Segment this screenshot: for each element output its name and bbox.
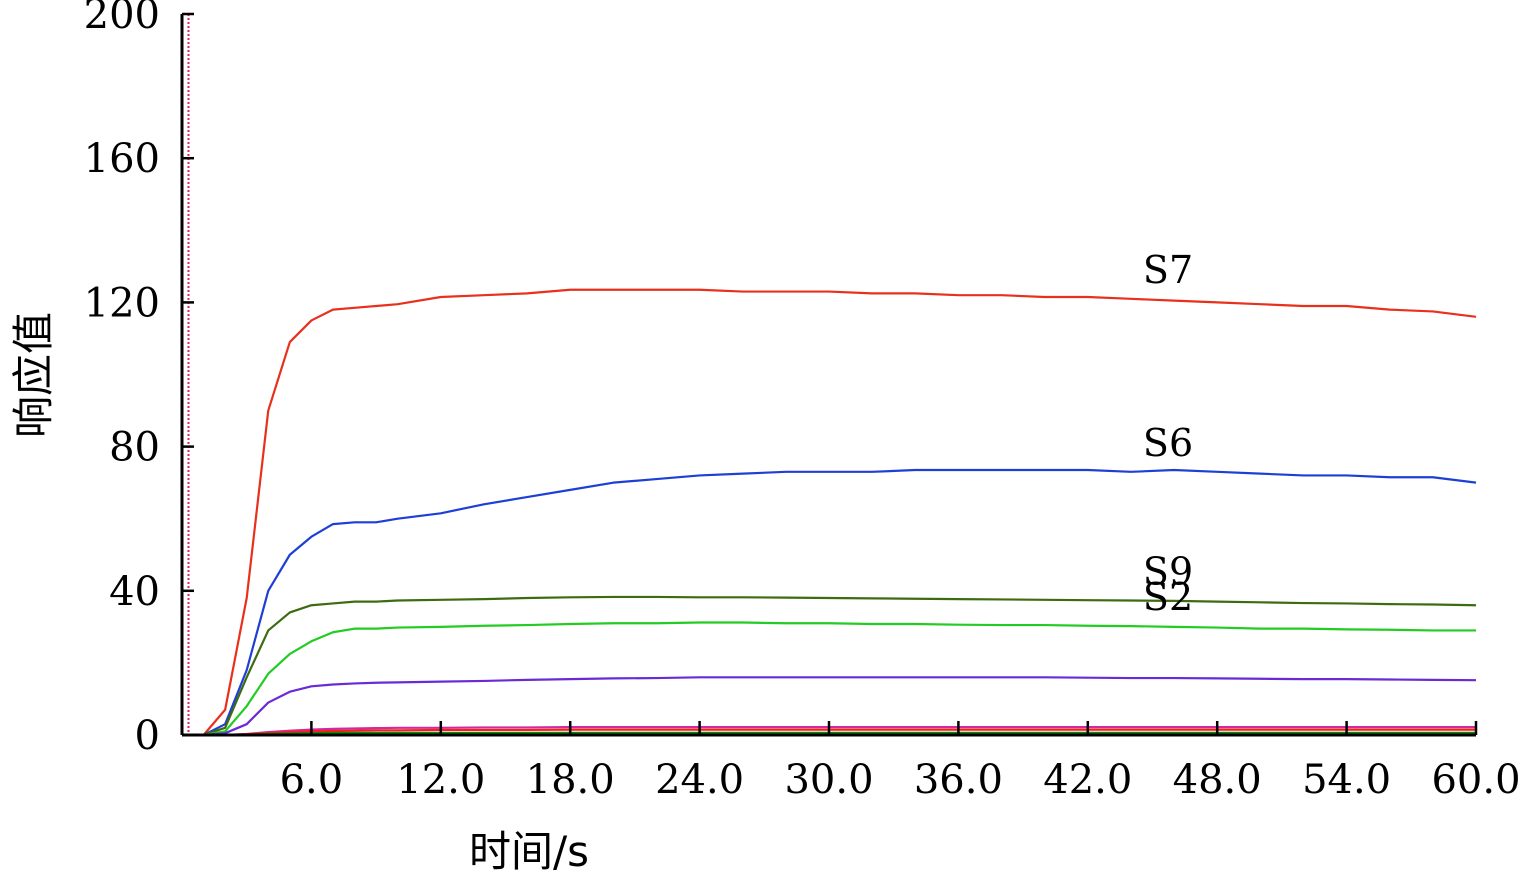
series-line-5 [182,676,1477,737]
series-line-s9 [182,595,1477,737]
x-tick-label: 24.0 [655,757,744,803]
series-line-8 [182,731,1476,737]
series-line-s6 [182,468,1477,737]
series-label-s9: S9 [1143,550,1193,594]
y-tick-label: 120 [84,280,160,326]
series-line-s7 [182,288,1477,737]
x-tick-label: 12.0 [396,757,485,803]
series-line-s2 [182,621,1476,737]
chart-axes: 0 40 80 120 160 200 6.0 12.0 18.0 24.0 30.0 36.0 42.… [84,0,1520,803]
y-tick-label: 200 [84,0,160,38]
x-tick-label: 48.0 [1173,757,1262,803]
x-tick-label: 54.0 [1302,757,1391,803]
x-tick-label: 42.0 [1043,757,1132,803]
y-tick-label: 160 [84,136,160,182]
x-tick-label: 30.0 [784,757,873,803]
x-tick-label: 18.0 [526,757,615,803]
x-tick-label: 6.0 [280,757,344,803]
series-label-s6: S6 [1143,421,1193,465]
series-label-s7: S7 [1143,248,1193,292]
x-tick-label: 60.0 [1431,757,1520,803]
y-tick-label: 40 [109,569,160,615]
series-line-6 [182,725,1476,737]
y-axis-title: 响应值 [9,312,58,438]
x-axis-title: 时间/s [469,827,589,874]
y-tick-label: 80 [109,425,160,471]
x-tick-label: 36.0 [914,757,1003,803]
series-label-s2: S2 [1143,575,1193,619]
y-tick-label: 0 [135,713,160,759]
series-line-7 [182,728,1476,737]
